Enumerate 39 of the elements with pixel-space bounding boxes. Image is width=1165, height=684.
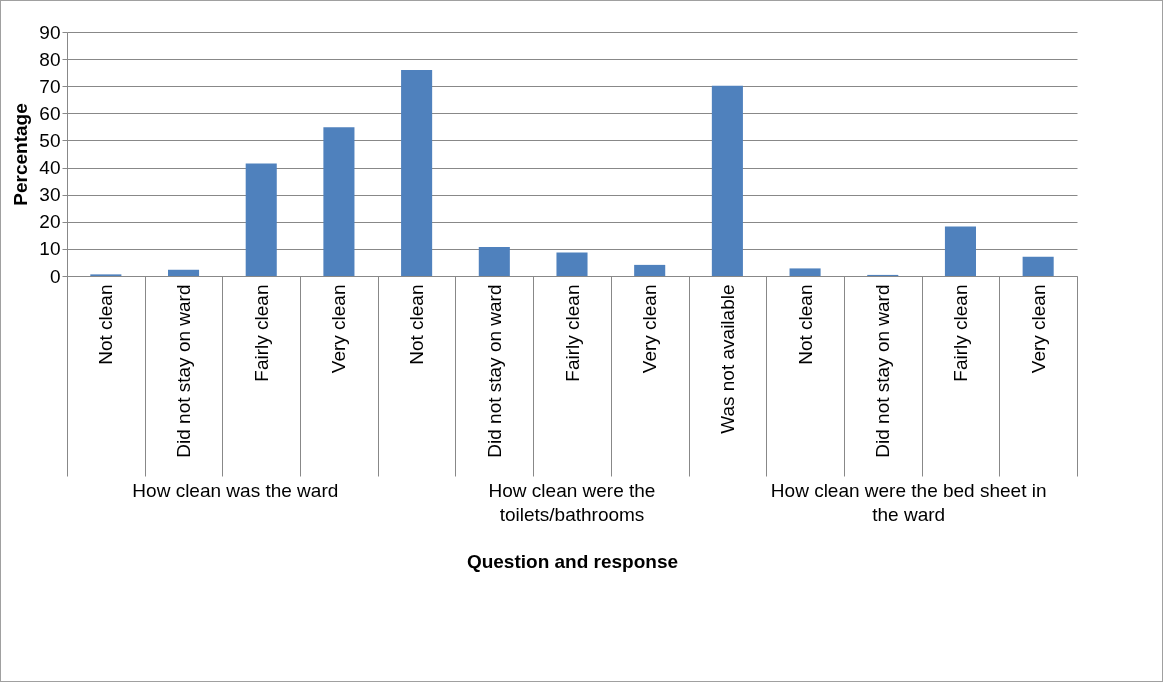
bar bbox=[944, 226, 976, 276]
x-tick-label: Did not stay on ward bbox=[872, 284, 894, 458]
text: How clean was the ward bbox=[132, 480, 339, 501]
x-tick-label: Not clean bbox=[794, 284, 816, 365]
y-tick-label: 20 bbox=[39, 211, 61, 233]
bar bbox=[401, 69, 433, 276]
x-tick-label: Was not available bbox=[716, 284, 738, 434]
bar bbox=[711, 85, 743, 276]
bar bbox=[634, 264, 666, 276]
bar bbox=[556, 252, 588, 276]
bar bbox=[478, 246, 510, 276]
x-tick-label: Very clean bbox=[1027, 284, 1049, 374]
x-tick-label: Did not stay on ward bbox=[173, 284, 195, 458]
y-tick-label: 90 bbox=[39, 21, 61, 43]
x-tick-label: Not clean bbox=[406, 284, 428, 365]
bar bbox=[1022, 256, 1054, 276]
x-axis-title: Question and response bbox=[466, 550, 679, 572]
x-tick-label: Not clean bbox=[95, 284, 117, 365]
x-tick-label: Did not stay on ward bbox=[483, 284, 505, 458]
text: How clean were the bed sheet in the ward bbox=[770, 480, 1047, 525]
y-tick-label: 0 bbox=[49, 265, 61, 287]
x-tick-label: Fairly clean bbox=[949, 284, 971, 382]
text: How clean were the toilets/bathrooms bbox=[488, 480, 656, 525]
y-tick-label: 10 bbox=[39, 238, 61, 260]
y-axis-title: Percentage bbox=[10, 103, 32, 206]
x-tick-label: Fairly clean bbox=[561, 284, 583, 382]
y-tick-label: 70 bbox=[39, 75, 61, 97]
bar bbox=[168, 269, 200, 276]
y-tick-label: 60 bbox=[39, 102, 61, 124]
y-tick-label: 80 bbox=[39, 48, 61, 70]
y-tick-label: 50 bbox=[39, 129, 61, 151]
y-tick-label: 30 bbox=[39, 184, 61, 206]
bar bbox=[789, 268, 821, 276]
x-tick-label: Fairly clean bbox=[250, 284, 272, 382]
bar bbox=[245, 163, 277, 276]
x-tick-label: Very clean bbox=[328, 284, 350, 374]
x-tick-label: Very clean bbox=[639, 284, 661, 374]
bar bbox=[323, 127, 355, 276]
y-tick-label: 40 bbox=[39, 157, 61, 179]
